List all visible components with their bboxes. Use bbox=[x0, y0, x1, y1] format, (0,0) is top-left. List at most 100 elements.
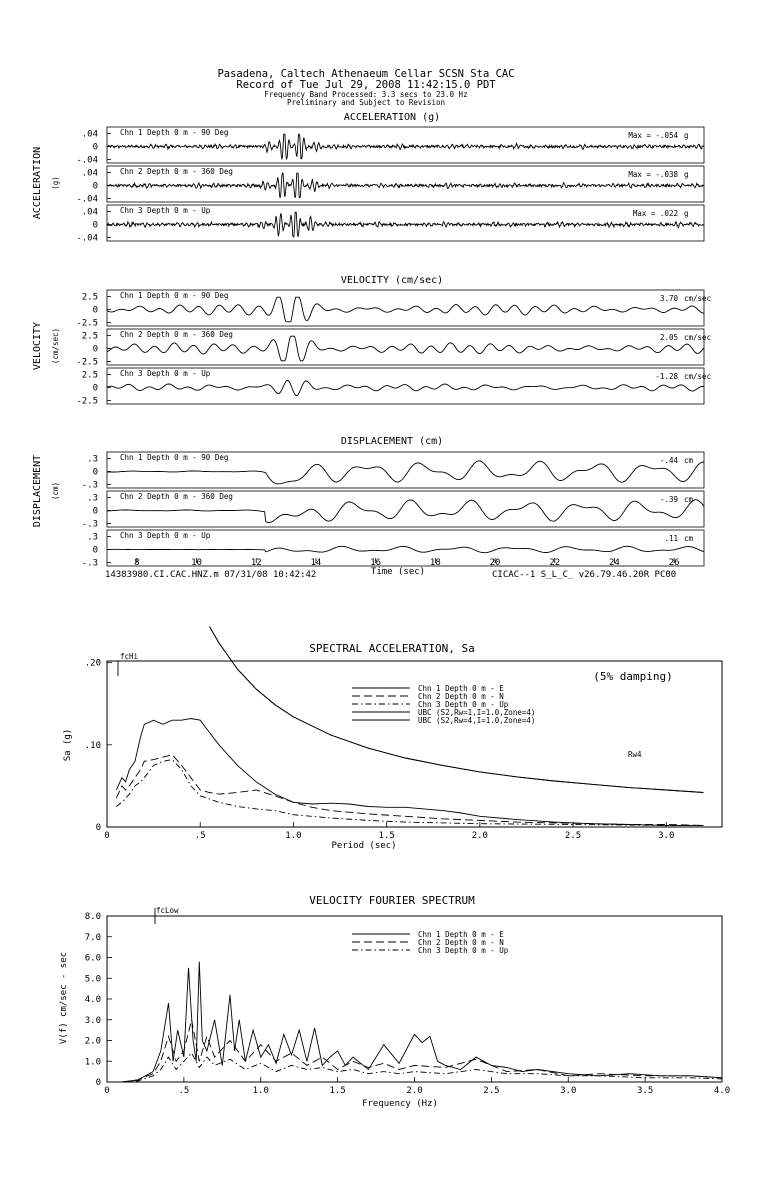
fs-legend-label: Chn 3 Depth 0 m - Up bbox=[418, 946, 509, 955]
sa-xtick-label: 1.0 bbox=[285, 831, 301, 841]
trace-frame bbox=[106, 165, 705, 203]
trace-time-axis: 8 10 12 14 16 18 20 22 24 26 bbox=[134, 558, 680, 568]
trace-side-unit: (cm/sec) bbox=[51, 328, 60, 364]
trace-ytick-label: -.3 bbox=[82, 559, 98, 569]
fs-ytick-label: 6.0 bbox=[85, 954, 101, 964]
sa-xtick-label: 2.5 bbox=[565, 831, 581, 841]
trace-group-title: ACCELERATION (g) bbox=[344, 112, 440, 123]
trace-side-unit: (g) bbox=[51, 176, 60, 190]
sa-title: SPECTRAL ACCELERATION, Sa bbox=[309, 642, 475, 655]
trace-channel-label: Chn 2 Depth 0 m - 360 Deg bbox=[120, 492, 233, 501]
sa-series-5 bbox=[209, 626, 704, 793]
trace-channel-1: .3 0 -.3 Chn 1 Depth 0 m - 90 Deg -.44 cm bbox=[82, 451, 705, 491]
trace-side-label: ACCELERATION bbox=[32, 147, 43, 219]
fs-ytick-label: 3.0 bbox=[85, 1016, 101, 1026]
trace-ytick-label: 0 bbox=[93, 221, 98, 231]
sa-series-1 bbox=[115, 718, 704, 826]
trace-ytick-label: -2.5 bbox=[76, 319, 98, 329]
trace-group-2: VELOCITY (cm/sec) VELOCITY (cm/sec) 2.5 0 -2.… bbox=[32, 275, 711, 407]
sa-frame bbox=[106, 660, 723, 828]
fs-xtick-label: 3.5 bbox=[637, 1086, 653, 1096]
fs-xtick-label: 3.0 bbox=[560, 1086, 576, 1096]
trace-peak-unit: g bbox=[684, 131, 689, 140]
sa-series-group bbox=[115, 626, 704, 826]
trace-xtick-label: 20 bbox=[490, 558, 501, 568]
sa-legend-label: Chn 2 Depth 0 m - N bbox=[418, 692, 504, 701]
traces-footer-right: CICAC--1 S_L_C_ v26.79.46.20R PC00 bbox=[492, 570, 676, 580]
trace-waveform bbox=[106, 133, 705, 161]
trace-waveform bbox=[106, 379, 705, 397]
sa-rw4-label: Rw4 bbox=[628, 750, 642, 759]
trace-ytick-label: 0 bbox=[93, 468, 98, 478]
trace-peak-value: 2.05 bbox=[660, 333, 678, 342]
trace-waveform bbox=[107, 499, 705, 523]
trace-ytick-label: -2.5 bbox=[76, 397, 98, 407]
trace-ytick-label: 0 bbox=[93, 143, 98, 153]
sa-legend-label: UBC (S2,Rw=4,I=1.0,Zone=4) bbox=[418, 716, 535, 725]
trace-frame bbox=[106, 126, 705, 164]
trace-frame bbox=[106, 204, 705, 242]
trace-channel-3: .04 0 -.04 Chn 3 Depth 0 m - Up Max = .022 g bbox=[76, 204, 705, 244]
sa-legend-label: Chn 1 Depth 0 m - E bbox=[418, 684, 504, 693]
trace-channel-label: Chn 1 Depth 0 m - 90 Deg bbox=[120, 128, 228, 137]
trace-xtick-label: 22 bbox=[549, 558, 560, 568]
trace-ytick-label: .04 bbox=[82, 130, 98, 140]
trace-xtick-label: 8 bbox=[134, 558, 139, 568]
fs-ytick-label: 1.0 bbox=[85, 1057, 101, 1067]
trace-peak-unit: cm/sec bbox=[684, 294, 711, 303]
trace-ytick-label: 0 bbox=[93, 345, 98, 355]
trace-group-title: VELOCITY (cm/sec) bbox=[341, 275, 443, 286]
trace-xtick-label: 18 bbox=[430, 558, 441, 568]
fs-series-1 bbox=[122, 961, 723, 1083]
fs-ytick-label: 2.0 bbox=[85, 1037, 101, 1047]
fs-ylabel: V(f) cm/sec - sec bbox=[59, 952, 69, 1044]
trace-peak-value: Max = -.038 bbox=[628, 170, 678, 179]
trace-channel-label: Chn 3 Depth 0 m - Up bbox=[120, 531, 211, 540]
trace-xtick-label: 16 bbox=[370, 558, 381, 568]
fs-ytick-label: 4.0 bbox=[85, 995, 101, 1005]
trace-channel-3: .3 0 -.3 Chn 3 Depth 0 m - Up .11 cm bbox=[82, 529, 705, 569]
trace-peak-value: 3.70 bbox=[660, 294, 679, 303]
sa-series-3 bbox=[116, 759, 704, 826]
trace-waveform bbox=[107, 545, 705, 554]
fs-xtick-label: .5 bbox=[178, 1086, 189, 1096]
trace-channel-label: Chn 1 Depth 0 m - 90 Deg bbox=[120, 453, 228, 462]
trace-ytick-label: -.04 bbox=[76, 195, 98, 205]
trace-ytick-label: 2.5 bbox=[82, 293, 98, 303]
trace-peak-unit: cm bbox=[684, 534, 694, 543]
trace-frame bbox=[106, 490, 705, 528]
sa-fchi-label: fcHi bbox=[120, 652, 138, 661]
trace-peak-unit: cm bbox=[684, 456, 694, 465]
sa-xtick-label: .5 bbox=[195, 831, 206, 841]
trace-frame bbox=[106, 367, 705, 405]
trace-waveform bbox=[106, 172, 705, 199]
fs-xtick-label: 2.5 bbox=[483, 1086, 499, 1096]
sa-xtick-label: 3.0 bbox=[658, 831, 674, 841]
sa-xtick-label: 1.5 bbox=[379, 831, 395, 841]
trace-group-1: ACCELERATION (g) ACCELERATION (g) .04 0 -.04 C… bbox=[32, 112, 705, 244]
velocity-fourier-chart: VELOCITY FOURIER SPECTRUM Frequency (Hz)… bbox=[59, 894, 730, 1109]
trace-xtick-label: 12 bbox=[251, 558, 262, 568]
fs-legend-label: Chn 1 Depth 0 m - E bbox=[418, 930, 504, 939]
trace-channel-2: .3 0 -.3 Chn 2 Depth 0 m - 360 Deg -.39 cm bbox=[82, 490, 705, 530]
trace-peak-unit: g bbox=[684, 209, 689, 218]
sa-series-2 bbox=[115, 754, 704, 826]
trace-channel-label: Chn 3 Depth 0 m - Up bbox=[120, 206, 211, 215]
trace-waveform bbox=[106, 335, 705, 362]
trace-waveform bbox=[106, 211, 705, 238]
trace-peak-unit: cm/sec bbox=[684, 333, 711, 342]
trace-peak-unit: g bbox=[684, 170, 689, 179]
sa-ytick-label: .20 bbox=[85, 659, 101, 669]
header-station: Pasadena, Caltech Athenaeum Cellar SCSN … bbox=[217, 68, 514, 80]
fs-xtick-label: 4.0 bbox=[714, 1086, 730, 1096]
trace-ytick-label: .04 bbox=[82, 208, 98, 218]
header-band: Frequency Band Processed: 3.3 secs to 23… bbox=[264, 90, 467, 99]
fs-xlabel: Frequency (Hz) bbox=[362, 1099, 438, 1109]
trace-channel-1: 2.5 0 -2.5 Chn 1 Depth 0 m - 90 Deg 3.70 cm/s… bbox=[76, 289, 711, 329]
sa-ytick-label: 0 bbox=[96, 823, 101, 833]
trace-channel-2: .04 0 -.04 Chn 2 Depth 0 m - 360 Deg Max = -… bbox=[76, 165, 705, 205]
trace-ytick-label: .3 bbox=[87, 494, 98, 504]
trace-frame bbox=[106, 451, 705, 489]
trace-ytick-label: -.3 bbox=[82, 520, 98, 530]
